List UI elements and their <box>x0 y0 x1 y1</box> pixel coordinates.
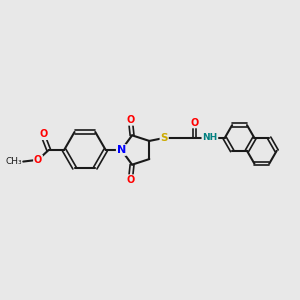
Text: O: O <box>127 115 135 125</box>
Text: N: N <box>117 145 126 155</box>
Text: O: O <box>39 129 47 139</box>
Text: O: O <box>127 175 135 185</box>
Text: O: O <box>190 118 199 128</box>
Text: CH₃: CH₃ <box>5 157 22 166</box>
Text: NH: NH <box>202 134 218 142</box>
Text: S: S <box>160 133 168 143</box>
Text: O: O <box>34 155 42 165</box>
